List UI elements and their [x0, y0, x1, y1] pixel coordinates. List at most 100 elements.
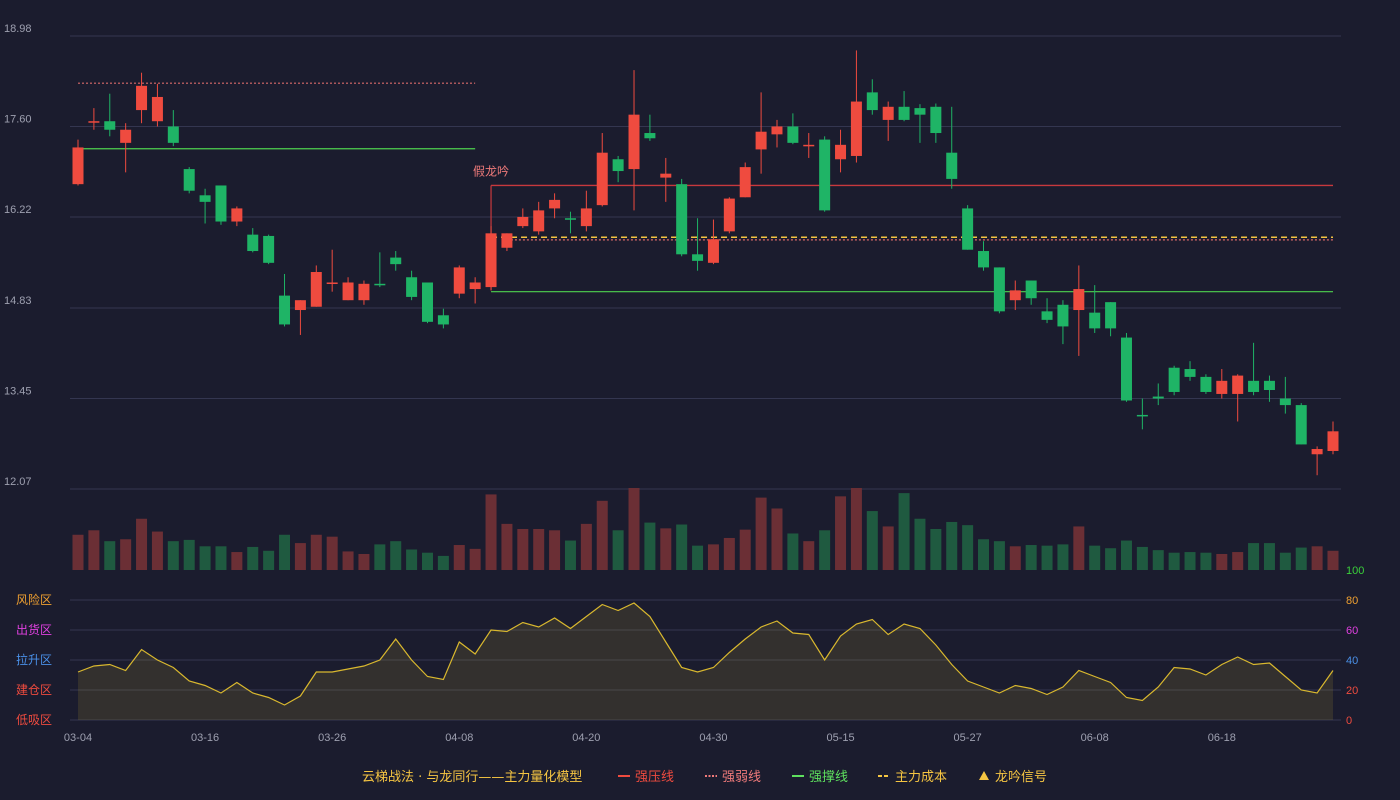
volume-bar	[1009, 546, 1021, 570]
candle-body	[707, 239, 719, 263]
price-tick-label: 17.60	[4, 113, 32, 125]
indicator-zone-label: 拉升区	[16, 652, 52, 667]
candle-body	[755, 131, 767, 150]
candle-body	[263, 235, 275, 263]
volume-bar	[183, 539, 195, 570]
indicator-tick-label: 0	[1346, 715, 1352, 727]
candle-body	[676, 184, 688, 255]
volume-bar	[1089, 545, 1101, 570]
candle-body	[1263, 380, 1275, 391]
candle-body	[215, 185, 227, 222]
candle-body	[1073, 289, 1085, 311]
candle-body	[1248, 380, 1260, 392]
volume-bar	[930, 529, 942, 570]
volume-bar	[167, 541, 179, 570]
candle-body	[835, 144, 847, 160]
candle-body	[390, 257, 402, 265]
volume-bar	[1327, 550, 1339, 570]
volume-bar	[136, 518, 148, 570]
candle-body	[549, 199, 561, 209]
volume-bar	[676, 524, 688, 570]
candle-body	[247, 234, 259, 252]
indicator-tick-label: 100	[1346, 565, 1364, 577]
candle-body	[342, 282, 354, 301]
indicator-tick-label: 20	[1346, 685, 1358, 697]
candle-body	[72, 147, 84, 185]
candle-body	[692, 254, 704, 261]
x-tick-label: 04-20	[572, 732, 600, 744]
volume-bar	[803, 541, 815, 570]
candle-body	[310, 272, 322, 307]
volume-bar	[88, 530, 100, 570]
indicator-tick-label: 80	[1346, 595, 1358, 607]
candle-body	[533, 210, 545, 232]
volume-bar	[819, 530, 831, 570]
volume-bar	[1216, 553, 1228, 570]
volume-bar	[1025, 545, 1037, 570]
volume-bar	[1263, 543, 1275, 570]
candle-body	[660, 173, 672, 178]
candle-body	[739, 167, 751, 198]
volume-bar	[898, 493, 910, 570]
candle-body	[723, 198, 735, 232]
candle-body	[199, 195, 211, 202]
candle-body	[866, 92, 878, 111]
volume-bar	[421, 552, 433, 570]
volume-bar	[549, 530, 561, 570]
candle-body	[406, 277, 418, 297]
volume-bar	[215, 546, 227, 570]
candle-body	[1057, 304, 1069, 327]
candle-body	[930, 106, 942, 134]
candle-body	[167, 126, 179, 143]
price-tick-label: 18.98	[4, 23, 32, 35]
indicator-zone-label: 风险区	[16, 592, 52, 607]
volume-bar	[72, 534, 84, 570]
candle-body	[803, 144, 815, 147]
volume-bar	[485, 494, 497, 570]
volume-bar	[199, 546, 211, 570]
indicator-tick-label: 60	[1346, 625, 1358, 637]
volume-bar	[707, 544, 719, 570]
candle-body	[326, 282, 338, 284]
volume-bar	[374, 544, 386, 570]
candle-body	[787, 126, 799, 143]
volume-bar	[993, 541, 1005, 570]
volume-bar	[850, 488, 862, 570]
volume-bar	[1311, 546, 1323, 570]
candle-body	[946, 152, 958, 179]
volume-bar	[406, 549, 418, 570]
legend-item-label: 强撑线	[809, 770, 848, 785]
candle-body	[1009, 290, 1021, 301]
indicator-area	[78, 603, 1333, 720]
candle-body	[1041, 311, 1053, 320]
indicator-zone-label: 建仓区	[16, 683, 52, 697]
volume-bar	[787, 533, 799, 570]
candle-body	[437, 315, 449, 325]
candle-body	[1232, 375, 1244, 394]
candle-body	[294, 300, 306, 311]
candle-body	[1168, 367, 1180, 392]
indicator-line	[77, 602, 1334, 706]
candle-body	[564, 218, 576, 220]
candle-body	[120, 129, 132, 143]
price-tick-label: 16.22	[4, 204, 32, 216]
legend-item-label: 龙吟信号	[995, 769, 1047, 785]
volume-bar	[978, 539, 990, 570]
candle-body	[993, 267, 1005, 312]
volume-bar	[310, 534, 322, 570]
volume-bar	[962, 525, 974, 570]
candle-body	[898, 106, 910, 120]
volume-bar	[1105, 548, 1117, 570]
candle-body	[1152, 396, 1164, 399]
candle-body	[882, 106, 894, 120]
volume-bar	[866, 511, 878, 570]
indicator-zone-label: 出货区	[16, 622, 52, 637]
candle-body	[231, 208, 243, 222]
price-tick-label: 12.07	[4, 476, 32, 488]
candle-body	[1025, 280, 1037, 299]
x-tick-label: 06-18	[1208, 732, 1236, 744]
candle-body	[596, 152, 608, 206]
candle-body	[1295, 405, 1307, 445]
candle-body	[501, 233, 513, 248]
